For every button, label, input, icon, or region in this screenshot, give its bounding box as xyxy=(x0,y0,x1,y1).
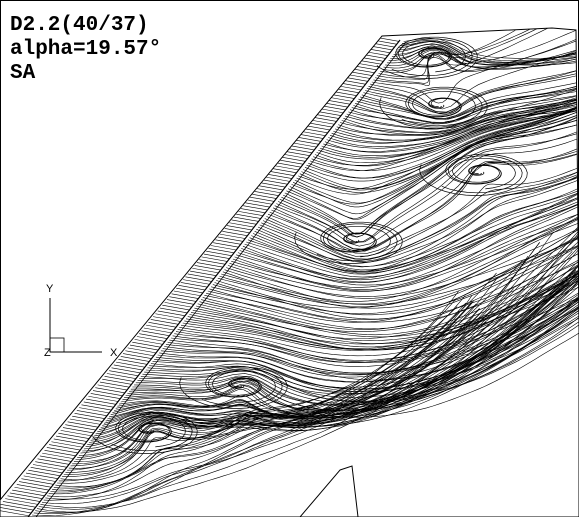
y-axis-label: Y xyxy=(46,283,54,295)
visualization: D2.2(40/37) alpha=19.57° SA Y X Z xyxy=(0,0,579,517)
model-label: SA xyxy=(10,62,36,85)
case-label: D2.2(40/37) xyxy=(10,14,149,37)
alpha-label: alpha=19.57° xyxy=(10,38,161,61)
x-axis-label: X xyxy=(110,347,118,359)
z-axis-label: Z xyxy=(44,347,51,359)
